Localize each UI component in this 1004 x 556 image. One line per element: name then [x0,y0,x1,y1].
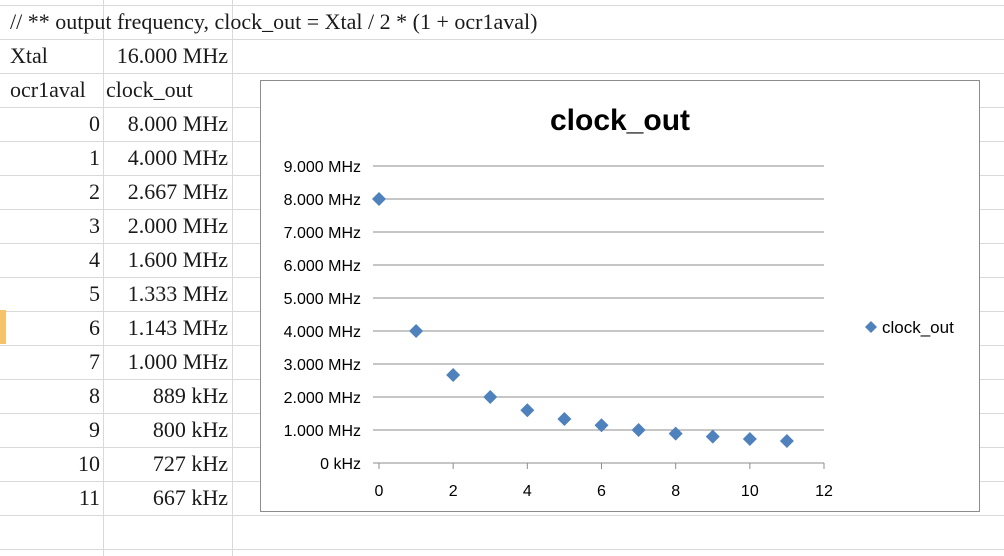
x-tick-label: 8 [671,483,680,500]
series-points [372,192,794,448]
ocr1aval-cell[interactable]: 7 [89,349,100,374]
chart-svg: clock_out 0 kHz 1.000 MHz 2.000 MHz 3.000 M… [284,104,954,500]
data-point [409,324,424,338]
legend-marker-diamond [865,321,877,333]
data-point [668,426,683,441]
data-point [557,412,572,427]
ocr1aval-cell[interactable]: 4 [89,247,100,272]
ocr1aval-cell[interactable]: 10 [78,451,100,476]
xtal-value-cell[interactable]: 16.000 MHz [116,43,228,68]
ocr1aval-cell[interactable]: 9 [89,417,100,442]
y-gridlines [373,165,824,464]
clock-out-cell[interactable]: 1.143 MHz [127,315,228,340]
formula-comment-cell[interactable]: // ** output frequency, clock_out = Xtal… [10,9,538,34]
ocr1aval-cell[interactable]: 2 [89,179,100,204]
legend-label: clock_out [882,318,954,337]
clock-out-cell[interactable]: 2.667 MHz [127,179,228,204]
chart-title: clock_out [550,104,690,137]
clock-out-cell[interactable]: 1.600 MHz [127,247,228,272]
clock-out-cell[interactable]: 800 kHz [152,417,228,442]
ocr1aval-cell[interactable]: 5 [89,281,100,306]
ocr1aval-cell[interactable]: 8 [89,383,100,408]
x-tick-label: 0 [375,483,384,500]
x-tick-label: 2 [449,483,458,500]
row-gridline [0,5,1004,6]
data-point [742,432,757,447]
ocr1aval-cell[interactable]: 3 [89,213,100,238]
y-tick-label: 6.000 MHz [284,258,361,275]
y-tick-label: 1.000 MHz [284,423,361,440]
ocr1aval-cell[interactable]: 6 [89,315,100,340]
ocr1aval-cell[interactable]: 1 [89,145,100,170]
data-point [594,418,609,433]
x-axis-labels: 0 2 4 6 8 10 12 [375,483,833,500]
y-tick-label: 0 kHz [320,456,361,473]
clock-out-cell[interactable]: 8.000 MHz [127,111,228,136]
row-gridline [0,515,1004,516]
column-gridline [232,0,233,556]
column-gridline [103,0,104,556]
ocr1aval-cell[interactable]: 11 [78,485,100,510]
row-gridline [0,549,1004,550]
clock-out-cell[interactable]: 4.000 MHz [127,145,228,170]
y-tick-label: 3.000 MHz [284,357,361,374]
y-tick-label: 5.000 MHz [284,291,361,308]
row-gridline [0,73,1004,74]
clock-out-cell[interactable]: 2.000 MHz [127,213,228,238]
legend[interactable]: clock_out [865,318,954,337]
chart-object[interactable]: clock_out 0 kHz 1.000 MHz 2.000 MHz 3.000 M… [260,80,980,512]
x-tick-label: 4 [523,483,532,500]
y-tick-label: 4.000 MHz [284,324,361,341]
x-tick-label: 10 [741,483,759,500]
y-tick-label: 2.000 MHz [284,390,361,407]
clock-out-header-cell[interactable]: clock_out [106,77,193,102]
y-tick-label: 9.000 MHz [284,159,361,176]
x-tick-label: 6 [597,483,606,500]
row-gridline [0,39,1004,40]
data-point [483,390,498,404]
data-point [372,192,386,206]
selected-row-indicator [0,310,6,344]
y-axis-labels: 0 kHz 1.000 MHz 2.000 MHz 3.000 MHz 4.000 MH… [284,159,361,473]
data-point [446,367,461,382]
ocr1aval-header-cell[interactable]: ocr1aval [10,77,86,102]
clock-out-cell[interactable]: 1.333 MHz [127,281,228,306]
clock-out-cell[interactable]: 1.000 MHz [127,349,228,374]
data-point [520,403,535,418]
data-point [779,433,794,448]
clock-out-cell[interactable]: 889 kHz [152,383,228,408]
x-axis [378,462,825,469]
y-tick-label: 7.000 MHz [284,225,361,242]
xtal-label-cell[interactable]: Xtal [10,43,48,68]
data-point [631,423,646,437]
x-tick-label: 12 [815,483,833,500]
ocr1aval-cell[interactable]: 0 [89,111,100,136]
y-tick-label: 8.000 MHz [284,192,361,209]
data-point [705,429,720,444]
clock-out-cell[interactable]: 727 kHz [152,451,228,476]
clock-out-cell[interactable]: 667 kHz [152,485,228,510]
